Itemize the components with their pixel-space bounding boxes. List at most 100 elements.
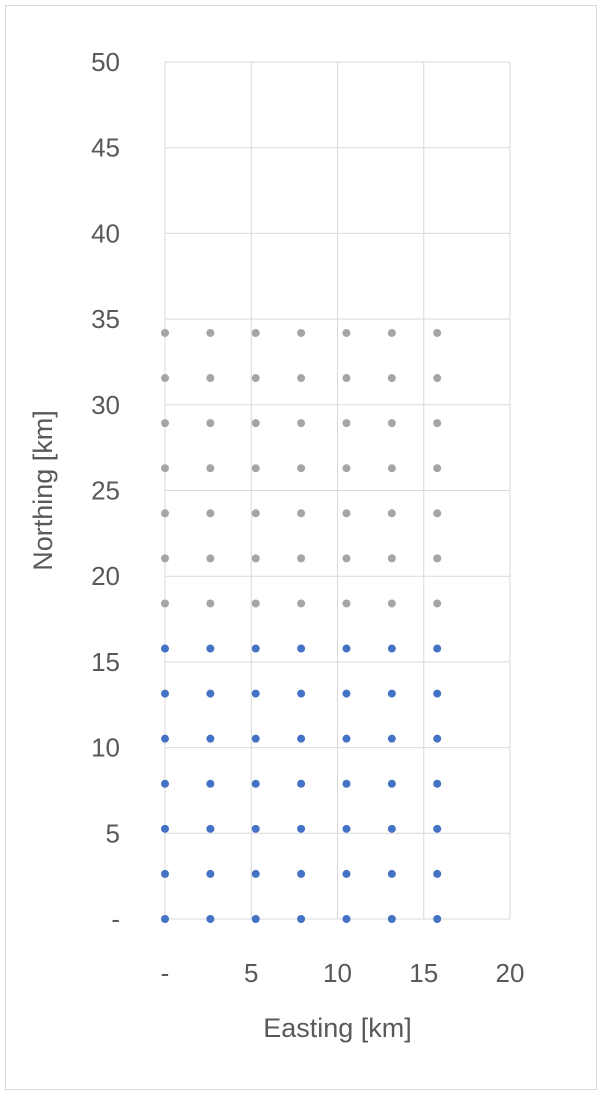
y-tick-label: 45 [91, 133, 120, 163]
x-tick-label: 10 [323, 958, 352, 988]
data-point [161, 915, 169, 923]
x-tick-label: - [161, 958, 170, 988]
data-point [387, 689, 396, 698]
data-point [433, 779, 442, 788]
data-point [251, 374, 260, 383]
data-point [297, 915, 306, 923]
data-point [206, 374, 215, 383]
data-point [433, 554, 442, 563]
data-point [342, 374, 351, 383]
data-point [206, 464, 215, 473]
data-point [251, 869, 260, 878]
data-point [297, 599, 306, 608]
data-point [297, 824, 306, 833]
data-point [206, 915, 215, 923]
data-point [342, 554, 351, 563]
data-point [206, 869, 215, 878]
data-point [206, 824, 215, 833]
data-point [387, 824, 396, 833]
data-point [161, 374, 169, 383]
data-point [342, 644, 351, 653]
data-point [387, 869, 396, 878]
data-point [206, 554, 215, 563]
y-tick-label: 40 [91, 218, 120, 248]
data-point [387, 554, 396, 563]
data-point [206, 328, 215, 337]
data-point [161, 644, 169, 653]
tick-labels: - 5 10 15 20 25 30 35 40 45 50 - 5 10 15 20 [91, 47, 524, 988]
data-point [342, 824, 351, 833]
y-tick-label: 15 [91, 647, 120, 677]
data-point [387, 419, 396, 428]
data-point [251, 779, 260, 788]
x-tick-label: 15 [409, 958, 438, 988]
y-tick-label: 30 [91, 390, 120, 420]
data-point [387, 464, 396, 473]
data-point [433, 328, 442, 337]
data-point [387, 599, 396, 608]
data-point [161, 599, 169, 608]
data-point [387, 734, 396, 743]
data-point [433, 689, 442, 698]
x-axis-title: Easting [km] [263, 1013, 412, 1043]
y-tick-label: 20 [91, 561, 120, 591]
y-tick-label: 50 [91, 47, 120, 77]
data-point [342, 869, 351, 878]
y-axis-title: Northing [km] [28, 410, 58, 571]
data-point [206, 509, 215, 518]
y-tick-label: - [111, 904, 120, 934]
data-point [251, 464, 260, 473]
data-point [206, 689, 215, 698]
data-point [297, 509, 306, 518]
data-point [251, 915, 260, 923]
data-point [342, 915, 351, 923]
data-points [161, 328, 442, 923]
data-point [433, 464, 442, 473]
data-point [297, 374, 306, 383]
data-point [206, 734, 215, 743]
data-point [251, 599, 260, 608]
data-point [251, 328, 260, 337]
data-point [342, 328, 351, 337]
data-point [433, 509, 442, 518]
data-point [387, 779, 396, 788]
data-point [251, 419, 260, 428]
x-tick-label: 5 [244, 958, 258, 988]
data-point [297, 419, 306, 428]
data-point [251, 554, 260, 563]
data-point [206, 419, 215, 428]
data-point [161, 419, 169, 428]
data-point [206, 779, 215, 788]
data-point [251, 734, 260, 743]
data-point [342, 689, 351, 698]
y-tick-label: 35 [91, 304, 120, 334]
data-point [297, 464, 306, 473]
data-point [297, 554, 306, 563]
data-point [433, 419, 442, 428]
data-point [161, 328, 169, 337]
data-point [297, 644, 306, 653]
data-point [387, 374, 396, 383]
data-point [342, 734, 351, 743]
data-point [342, 464, 351, 473]
x-tick-label: 20 [496, 958, 525, 988]
data-point [387, 915, 396, 923]
data-point [161, 869, 169, 878]
y-tick-label: 5 [106, 818, 120, 848]
chart-area [5, 5, 597, 1090]
gridlines [164, 61, 511, 920]
data-point [297, 734, 306, 743]
data-point [251, 509, 260, 518]
data-point [342, 509, 351, 518]
data-point [161, 509, 169, 518]
data-point [433, 374, 442, 383]
data-point [161, 689, 169, 698]
data-point [342, 779, 351, 788]
y-tick-label: 25 [91, 476, 120, 506]
data-point [161, 554, 169, 563]
data-point [206, 644, 215, 653]
data-point [206, 599, 215, 608]
data-point [387, 509, 396, 518]
data-point [161, 824, 169, 833]
